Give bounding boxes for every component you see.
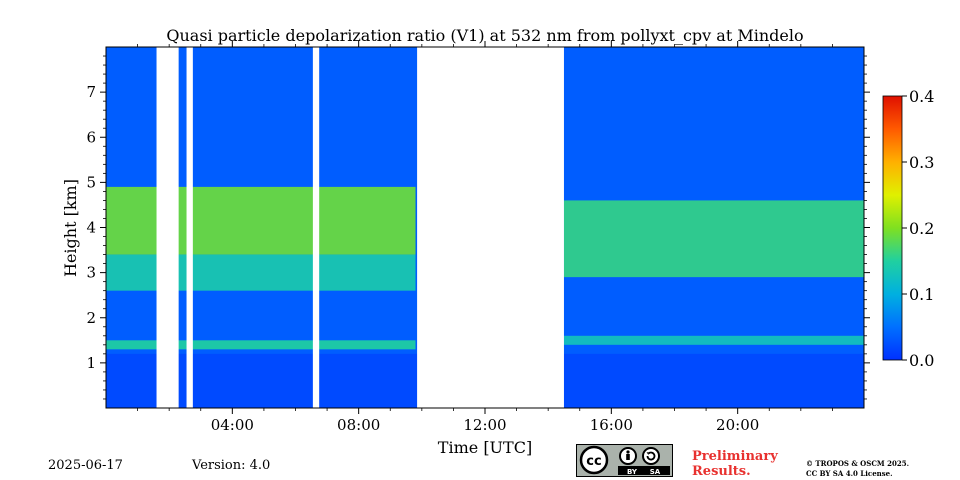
colorbar-ticks: 0.0 0.1 0.2 0.3 0.4: [902, 87, 934, 370]
x-tick-label: 20:00: [716, 416, 759, 434]
colorbar: [882, 95, 903, 361]
chart-title: Quasi particle depolarization ratio (V1)…: [166, 26, 803, 45]
no-data-gap-2: [312, 47, 320, 408]
y-tick-label: 4: [86, 219, 96, 237]
preliminary-line-2: Results.: [692, 464, 751, 479]
date-label: 2025-06-17: [48, 458, 123, 473]
y-tick-label: 7: [86, 83, 96, 101]
x-tick-label: 16:00: [590, 416, 633, 434]
copyright-line-1: © TROPOS & OSCM 2025.: [806, 459, 910, 468]
no-data-gap-1: [186, 47, 193, 408]
aerosol-layer-0: [106, 186, 416, 255]
aerosol-layer-3: [563, 200, 864, 278]
preliminary-results-note: Preliminary Results.: [692, 449, 778, 479]
version-label: Version: 4.0: [192, 458, 271, 473]
cc-license-badge[interactable]: cc BY SA: [576, 444, 673, 477]
x-tick-label: 08:00: [337, 416, 380, 434]
preliminary-line-1: Preliminary: [692, 449, 778, 464]
plot-area: [106, 47, 864, 408]
copyright-note: © TROPOS & OSCM 2025. CC BY SA 4.0 Licen…: [806, 459, 909, 479]
colorbar-tick-label: 0.1: [909, 285, 934, 304]
cc-by-sa-icon: cc BY SA: [577, 445, 672, 476]
colorbar-tick-label: 0.0: [909, 351, 934, 370]
y-axis-label: Height [km]: [61, 179, 80, 277]
x-tick-label: 12:00: [463, 416, 506, 434]
copyright-line-2: CC BY SA 4.0 License.: [806, 469, 893, 478]
x-tick-label: 04:00: [211, 416, 254, 434]
y-tick-label: 3: [86, 264, 96, 282]
axis-ticks: 04:00 08:00 12:00 16:00 20:00 1 2 3 4 5 6 7: [86, 41, 870, 434]
svg-text:cc: cc: [586, 454, 601, 469]
colorbar-tick-label: 0.2: [909, 219, 934, 238]
y-tick-label: 1: [86, 354, 96, 372]
aerosol-layer-4: [563, 335, 864, 345]
y-tick-label: 2: [86, 309, 96, 327]
y-tick-label: 5: [86, 173, 96, 191]
colorbar-tick-label: 0.3: [909, 153, 934, 172]
cc-sa-label: SA: [650, 468, 661, 476]
aerosol-layer-1: [106, 254, 416, 291]
y-tick-label: 6: [86, 128, 96, 146]
colorbar-tick-label: 0.4: [909, 87, 934, 106]
x-axis-label: Time [UTC]: [438, 438, 532, 457]
aerosol-layer-2: [106, 340, 416, 350]
no-data-gap-0: [156, 47, 179, 408]
cc-by-label: BY: [627, 468, 638, 476]
no-data-gap-3: [417, 47, 564, 408]
